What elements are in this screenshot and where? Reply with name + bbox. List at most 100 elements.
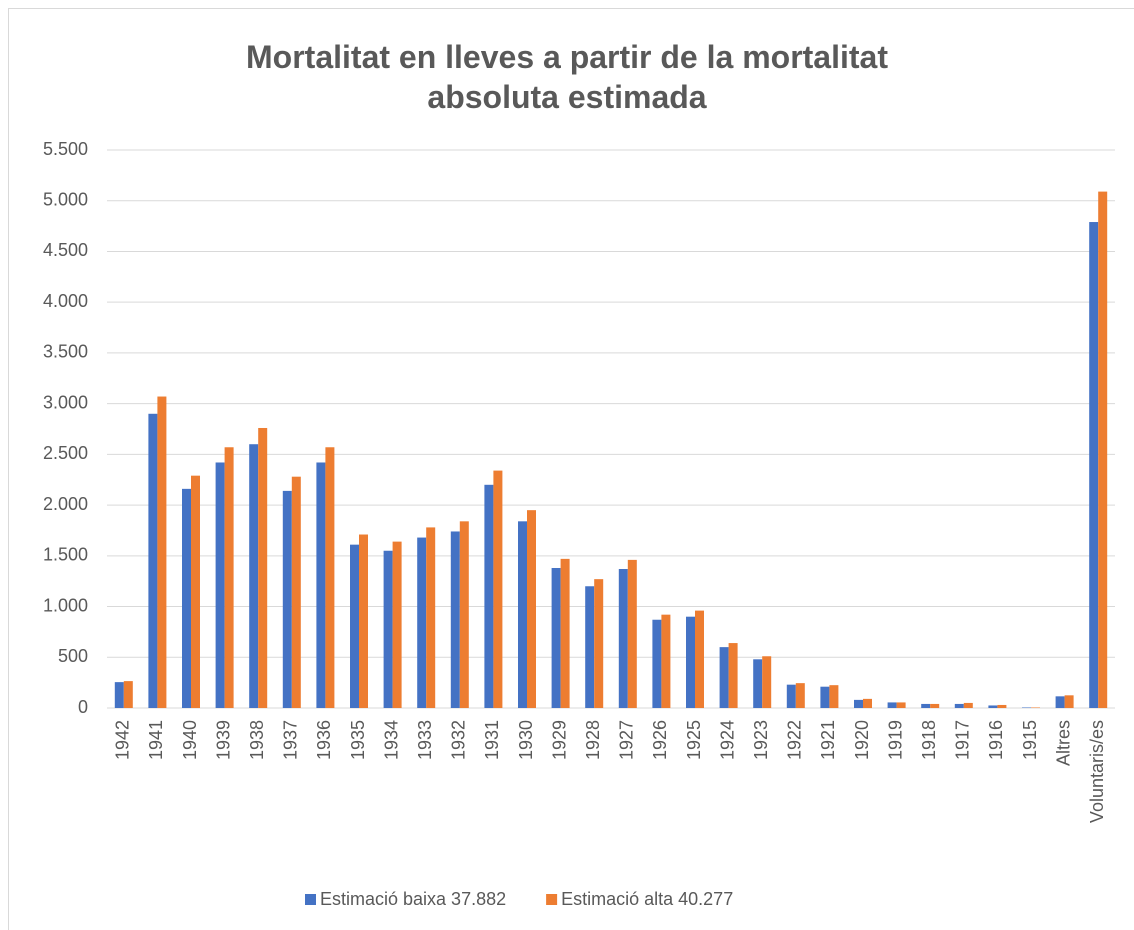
bar (762, 656, 772, 708)
y-tick-label: 1.500 (43, 545, 88, 565)
x-tick-label: 1932 (449, 720, 469, 760)
bar (560, 558, 570, 708)
x-tick-label: 1941 (146, 720, 166, 760)
x-tick-label: 1928 (583, 720, 603, 760)
bar (527, 510, 536, 708)
bar (997, 704, 1007, 708)
bar (426, 527, 436, 708)
x-tick-label: 1936 (314, 720, 334, 760)
bar (383, 550, 393, 708)
x-tick-label: 1923 (751, 720, 771, 760)
bar (518, 521, 527, 708)
bar (921, 703, 931, 708)
y-tick-label: 3.000 (43, 392, 88, 412)
bar (896, 702, 906, 708)
bar (282, 490, 292, 708)
chart-title: Mortalitat en lleves a partir de la mort… (246, 39, 888, 75)
bar (316, 462, 326, 708)
x-tick-label: 1931 (482, 720, 502, 760)
bar (224, 447, 234, 708)
bar (719, 647, 729, 708)
bar (988, 705, 998, 708)
bar (930, 703, 940, 708)
bar (854, 699, 863, 708)
bar (652, 619, 662, 708)
bar (484, 484, 494, 708)
bar (325, 447, 335, 708)
bar (585, 586, 595, 708)
x-tick-label: 1939 (213, 720, 233, 760)
x-tick-label: Altres (1053, 720, 1073, 766)
bar (963, 702, 973, 708)
x-tick-label: 1925 (684, 720, 704, 760)
legend-swatch (546, 894, 558, 905)
x-tick-label: Voluntaris/es (1087, 720, 1107, 823)
bar (392, 541, 402, 708)
y-tick-label: 3.500 (43, 342, 88, 362)
bar (887, 702, 897, 708)
x-tick-label: 1935 (348, 720, 368, 760)
bar (627, 559, 637, 708)
y-tick-label: 500 (58, 646, 88, 666)
y-tick-label: 2.500 (43, 443, 88, 463)
bar (157, 396, 167, 708)
x-tick-label: 1921 (818, 720, 838, 760)
bar (661, 614, 671, 708)
x-tick-label: 1922 (785, 720, 805, 760)
bar (954, 703, 964, 708)
bar (123, 681, 133, 708)
x-tick-label: 1929 (549, 720, 569, 760)
bar (863, 698, 872, 708)
y-tick-label: 5.500 (43, 139, 88, 159)
x-tick-label: 1917 (953, 720, 973, 760)
legend-label: Estimació alta 40.277 (561, 889, 733, 909)
bar (350, 544, 359, 708)
x-tick-label: 1942 (113, 720, 133, 760)
bar (249, 444, 259, 708)
bar (417, 537, 427, 708)
y-tick-label: 2.000 (43, 494, 88, 514)
x-tick-label: 1940 (180, 720, 200, 760)
bar (820, 686, 830, 708)
bar (493, 470, 503, 708)
bar (450, 531, 460, 708)
x-tick-label: 1927 (617, 720, 637, 760)
bar (291, 476, 301, 708)
bar (1031, 707, 1040, 708)
bar (795, 683, 805, 708)
legend-swatch (305, 894, 316, 905)
legend-label: Estimació baixa 37.882 (320, 889, 506, 909)
y-tick-label: 1.000 (43, 595, 88, 615)
bar (686, 616, 695, 708)
bar (1022, 707, 1031, 708)
x-tick-label: 1920 (852, 720, 872, 760)
bar (258, 427, 268, 708)
bar (829, 685, 839, 708)
x-tick-label: 1926 (650, 720, 670, 760)
y-tick-label: 4.000 (43, 291, 88, 311)
bar (359, 534, 368, 708)
bar (618, 569, 628, 708)
bar (148, 413, 158, 708)
bar (728, 643, 738, 708)
y-tick-label: 5.000 (43, 189, 88, 209)
x-tick-label: 1938 (247, 720, 267, 760)
x-tick-label: 1934 (381, 720, 401, 760)
x-tick-label: 1919 (885, 720, 905, 760)
bar (182, 488, 191, 708)
bar (215, 462, 225, 708)
bar (1098, 191, 1108, 708)
x-tick-label: 1937 (281, 720, 301, 760)
x-tick-label: 1918 (919, 720, 939, 760)
bar (786, 684, 796, 708)
bar (1055, 696, 1065, 708)
x-tick-label: 1924 (717, 720, 737, 760)
x-tick-label: 1933 (415, 720, 435, 760)
bar (191, 475, 200, 708)
bar (551, 567, 561, 708)
bar (459, 521, 469, 708)
bar (1064, 695, 1074, 708)
bar (114, 682, 124, 708)
y-tick-label: 4.500 (43, 240, 88, 260)
bar (695, 610, 704, 708)
